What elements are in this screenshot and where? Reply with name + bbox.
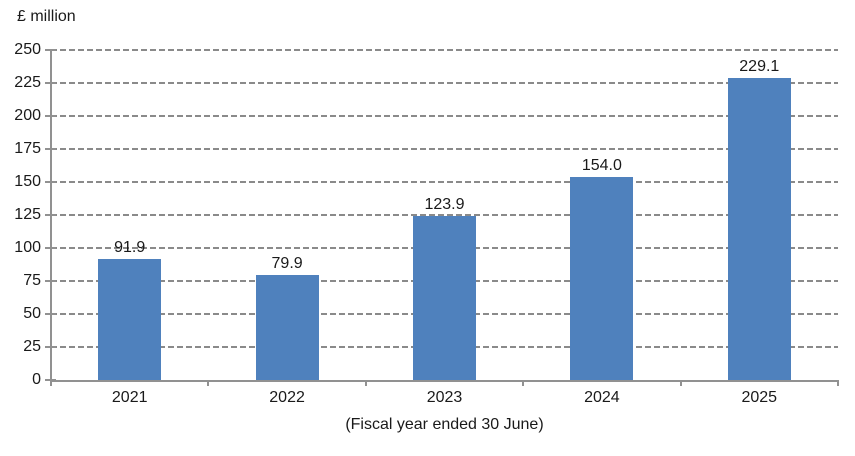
y-axis-tick-label: 225: [14, 74, 41, 91]
y-axis-tick-label: 175: [14, 140, 41, 157]
y-axis-tick-label: 250: [14, 41, 41, 58]
bar: [98, 258, 162, 380]
bar: [570, 176, 634, 380]
x-axis-tick: [50, 380, 52, 386]
bar-value-label: 154.0: [581, 156, 622, 174]
y-axis-unit-label: £ million: [17, 8, 76, 25]
y-axis-tick-label: 150: [14, 173, 41, 190]
bar: [413, 216, 476, 380]
x-axis-tick: [364, 380, 367, 386]
x-axis-category-label: 2023: [426, 389, 463, 406]
bar: [255, 274, 319, 380]
x-axis-tick: [837, 380, 839, 386]
x-axis-category-label: 2021: [111, 389, 148, 406]
x-axis-category-label: 2025: [741, 389, 778, 406]
y-axis-tick-label: 75: [23, 272, 41, 289]
x-axis-category-label: 2022: [269, 389, 305, 406]
y-axis-tick-label: 0: [32, 371, 41, 388]
x-axis-title: (Fiscal year ended 30 June): [345, 416, 544, 433]
x-axis-tick: [522, 380, 525, 386]
gridline: [51, 148, 838, 150]
y-axis-tick-label: 100: [14, 239, 41, 256]
y-axis-tick-label: 50: [23, 305, 41, 322]
gridline: [51, 214, 838, 216]
bar-value-label: 229.1: [739, 57, 780, 75]
plot-area: 0 25 50 75 100 125 150 175 200 225 250 91.9 2021 79.9…: [14, 41, 839, 406]
y-axis-tick-label: 200: [14, 107, 41, 124]
y-axis-tick-label: 125: [14, 206, 41, 223]
bar: [727, 77, 791, 380]
gridline: [51, 115, 838, 117]
x-axis-line: [50, 380, 839, 382]
gridline: [51, 49, 838, 51]
y-axis-line: [50, 50, 52, 380]
y-axis-tick-label: 25: [23, 338, 41, 355]
x-axis-tick: [679, 380, 682, 386]
gridline: [51, 181, 838, 183]
bar-value-label: 91.9: [114, 238, 146, 256]
bar-value-label: 123.9: [424, 196, 465, 214]
x-axis-category-label: 2024: [584, 389, 620, 406]
bar-value-label: 79.9: [271, 254, 303, 272]
x-axis-tick: [207, 380, 210, 386]
gridline: [51, 82, 838, 84]
